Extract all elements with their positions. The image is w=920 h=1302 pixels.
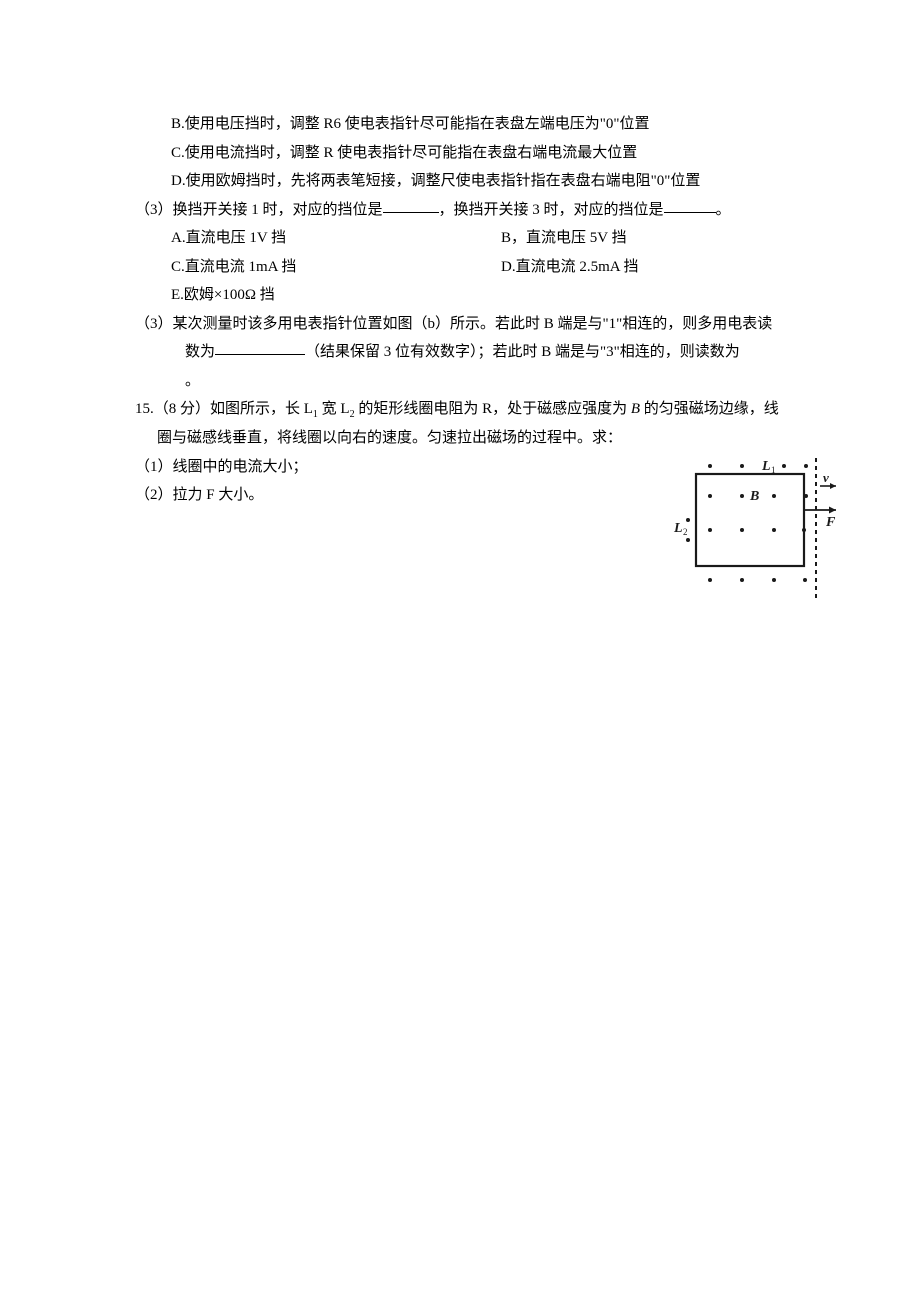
svg-text:2: 2 <box>683 527 688 537</box>
q14-option-d: D.使用欧姆挡时，先将两表笔短接，调整尺使电表指针指在表盘右端电阻"0"位置 <box>135 167 815 196</box>
q14-3-prefix: （3）换挡开关接 1 时，对应的挡位是 <box>135 202 383 218</box>
q14-3-row-ab: A.直流电压 1V 挡 B，直流电压 5V 挡 <box>135 224 815 253</box>
blank-3 <box>215 354 305 355</box>
q15-mid2: 的矩形线圈电阻为 R，处于磁感应强度为 <box>355 401 631 417</box>
q14-part3: （3）换挡开关接 1 时，对应的挡位是 ，换挡开关接 3 时，对应的挡位是 。 <box>135 196 815 225</box>
svg-text:L: L <box>761 459 771 474</box>
q15-num: 15.（8 分）如图所示，长 L <box>135 401 313 417</box>
q14-3-option-a: A.直流电压 1V 挡 <box>171 224 501 253</box>
q14-3-option-e: E.欧姆×100Ω 挡 <box>135 281 815 310</box>
magnetic-field-diagram: L1L2BvF <box>666 452 838 610</box>
q14-part3b-line2: 数为 （结果保留 3 位有效数字）；若此时 B 端是与"3"相连的，则读数为 <box>135 338 815 367</box>
q15-B: B <box>631 401 640 417</box>
q14-3-option-d: D.直流电流 2.5mA 挡 <box>501 253 815 282</box>
q14-3-option-b: B，直流电压 5V 挡 <box>501 224 815 253</box>
q14-3-row-cd: C.直流电流 1mA 挡 D.直流电流 2.5mA 挡 <box>135 253 815 282</box>
q14-3-mid: ，换挡开关接 3 时，对应的挡位是 <box>439 202 664 218</box>
q14-part3b-line1: （3）某次测量时该多用电表指针位置如图（b）所示。若此时 B 端是与"1"相连的… <box>135 310 815 339</box>
q14-3-suffix: 。 <box>716 202 731 218</box>
svg-text:v: v <box>823 470 829 485</box>
svg-text:L: L <box>673 521 683 536</box>
q15-intro-line2: 圈与磁感线垂直，将线圈以向右的速度。匀速拉出磁场的过程中。求： <box>135 424 815 453</box>
q14-3-option-c: C.直流电流 1mA 挡 <box>171 253 501 282</box>
q14-3b-line2b: （结果保留 3 位有效数字）；若此时 B 端是与"3"相连的，则读数为 <box>305 344 740 360</box>
svg-text:F: F <box>825 515 836 530</box>
q14-3b-circle: 。 <box>135 367 815 396</box>
blank-2 <box>664 212 716 213</box>
q15-mid3: 的匀强磁场边缘，线 <box>640 401 779 417</box>
q15-mid1: 宽 L <box>318 401 350 417</box>
q15-intro-line1: 15.（8 分）如图所示，长 L1 宽 L2 的矩形线圈电阻为 R，处于磁感应强… <box>135 395 815 424</box>
svg-text:B: B <box>749 489 759 504</box>
q14-3b-line2a: 数为 <box>185 344 215 360</box>
blank-1 <box>383 212 439 213</box>
svg-text:1: 1 <box>771 465 776 475</box>
q14-option-b: B.使用电压挡时，调整 R6 使电表指针尽可能指在表盘左端电压为"0"位置 <box>135 110 815 139</box>
q14-option-c: C.使用电流挡时，调整 R 使电表指针尽可能指在表盘右端电流最大位置 <box>135 139 815 168</box>
